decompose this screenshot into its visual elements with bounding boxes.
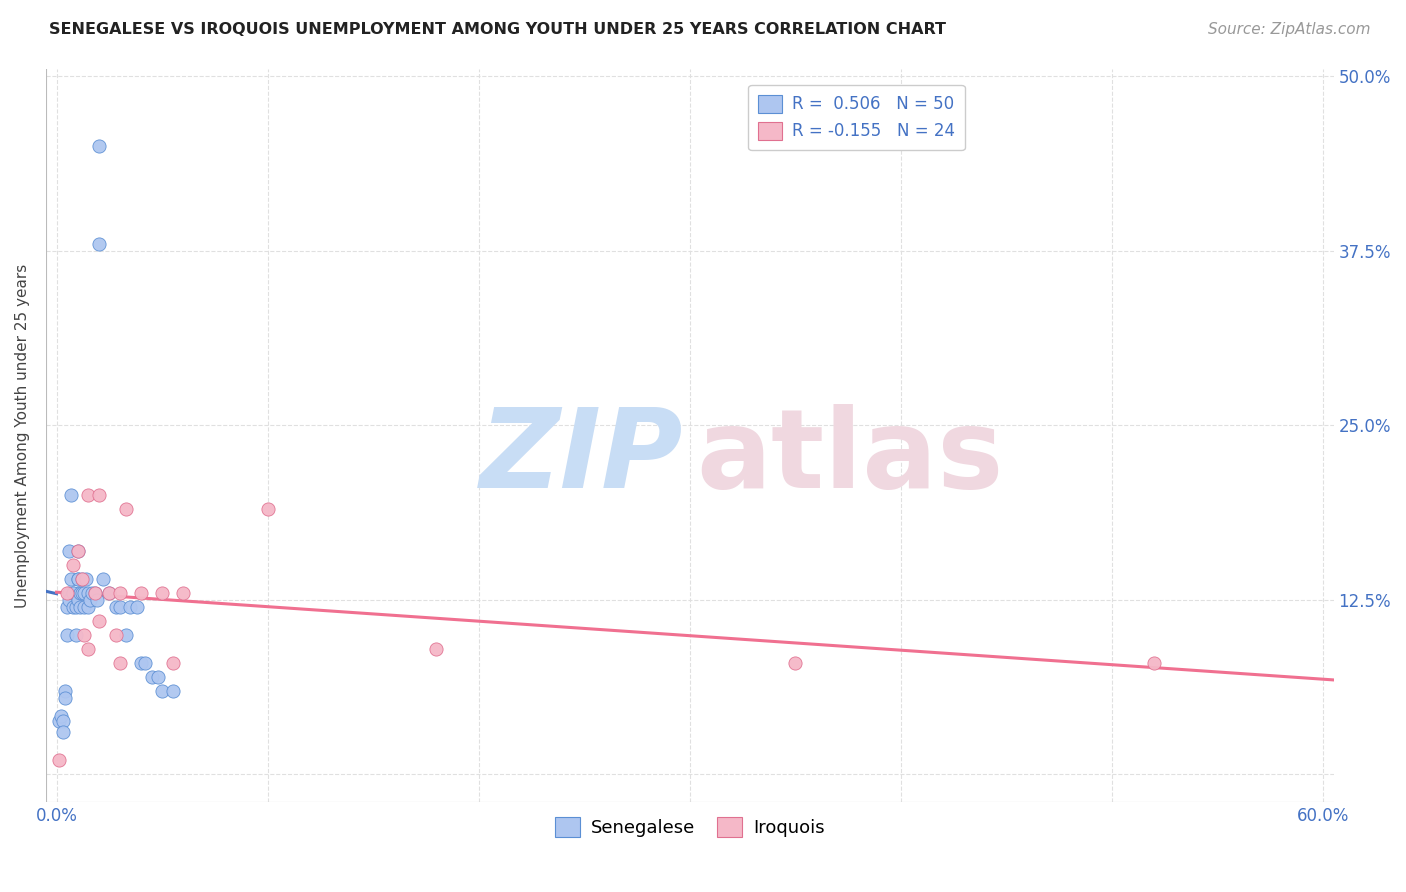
Point [58, 592, 80, 607]
Point [56, 586, 79, 600]
Point [86, 592, 108, 607]
Point [172, 586, 194, 600]
Point [52, 714, 75, 729]
Point [73, 628, 96, 642]
Point [87, 138, 110, 153]
Point [425, 641, 447, 656]
Point [162, 656, 184, 670]
Point [98, 586, 121, 600]
Point [82, 586, 104, 600]
Point [108, 586, 131, 600]
Point [134, 656, 156, 670]
Point [77, 641, 100, 656]
Point [162, 683, 184, 698]
Point [1143, 656, 1166, 670]
Legend: Senegalese, Iroquois: Senegalese, Iroquois [548, 810, 832, 845]
Point [87, 236, 110, 251]
Point [58, 544, 80, 558]
Point [70, 572, 93, 586]
Point [104, 628, 127, 642]
Point [141, 669, 163, 683]
Point [60, 572, 83, 586]
Point [66, 544, 89, 558]
Point [66, 592, 89, 607]
Text: atlas: atlas [696, 404, 1004, 511]
Point [56, 628, 79, 642]
Point [108, 599, 131, 614]
Point [150, 683, 173, 698]
Point [150, 586, 173, 600]
Point [53, 690, 76, 705]
Point [65, 599, 87, 614]
Point [66, 572, 89, 586]
Point [58, 586, 80, 600]
Point [146, 669, 169, 683]
Point [62, 558, 84, 572]
Point [62, 599, 84, 614]
Point [83, 586, 105, 600]
Point [98, 586, 121, 600]
Point [91, 572, 114, 586]
Y-axis label: Unemployment Among Youth under 25 years: Unemployment Among Youth under 25 years [15, 263, 30, 607]
Point [87, 614, 110, 628]
Point [115, 628, 138, 642]
Point [115, 502, 138, 516]
Point [104, 599, 127, 614]
Point [77, 586, 100, 600]
Point [48, 714, 70, 729]
Text: SENEGALESE VS IROQUOIS UNEMPLOYMENT AMONG YOUTH UNDER 25 YEARS CORRELATION CHART: SENEGALESE VS IROQUOIS UNEMPLOYMENT AMON… [49, 22, 946, 37]
Point [53, 683, 76, 698]
Point [69, 599, 91, 614]
Point [48, 753, 70, 767]
Point [125, 599, 148, 614]
Point [73, 586, 96, 600]
Point [62, 586, 84, 600]
Point [49, 708, 72, 723]
Point [87, 488, 110, 502]
Point [77, 488, 100, 502]
Point [108, 656, 131, 670]
Point [73, 599, 96, 614]
Point [77, 599, 100, 614]
Point [70, 586, 93, 600]
Point [75, 572, 97, 586]
Point [120, 599, 142, 614]
Point [785, 656, 807, 670]
Point [70, 572, 93, 586]
Point [56, 599, 79, 614]
Point [60, 488, 83, 502]
Text: ZIP: ZIP [479, 404, 683, 511]
Text: Source: ZipAtlas.com: Source: ZipAtlas.com [1208, 22, 1371, 37]
Point [256, 502, 278, 516]
Point [66, 572, 89, 586]
Point [62, 586, 84, 600]
Point [83, 586, 105, 600]
Point [66, 544, 89, 558]
Point [129, 586, 152, 600]
Point [129, 656, 152, 670]
Point [79, 592, 101, 607]
Point [52, 725, 75, 739]
Point [69, 586, 91, 600]
Point [65, 628, 87, 642]
